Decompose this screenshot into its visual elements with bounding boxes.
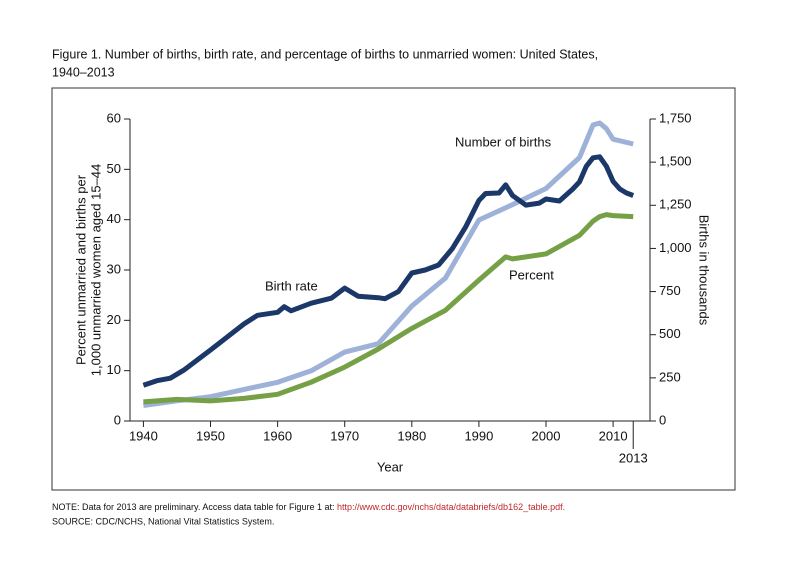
y2-tick-label: 1,750 [659,110,692,125]
note: NOTE: Data for 2013 are preliminary. Acc… [52,502,565,512]
series-line [142,154,635,388]
y2-tick-label: 1,000 [659,240,692,255]
series-line [143,212,634,405]
series-label: Birth rate [265,278,318,293]
chart-title: 1940–2013 [52,65,115,79]
x-tick-label: 2000 [532,428,561,443]
y2-tick-label: 1,500 [659,154,692,169]
series-label: Percent [509,267,554,282]
x-tick-label: 1940 [129,428,158,443]
y2-tick-label: 1,250 [659,197,692,212]
x-tick-label: 1950 [196,428,225,443]
y-tick-label: 0 [114,412,121,427]
x-axis-label: Year [377,459,404,474]
x-tick-label: 2010 [599,428,628,443]
frame [51,87,736,491]
x-tick-label: 1980 [397,428,426,443]
y-tick-label: 40 [107,211,121,226]
y-tick-label: 30 [107,261,121,276]
y2-tick-label: 0 [659,412,666,427]
y-tick-label: 10 [107,362,121,377]
y2-axis-label: Births in thousands [697,215,712,326]
y2-tick-label: 500 [659,326,681,341]
note-text: NOTE: Data for 2013 are preliminary. Acc… [52,502,337,512]
note-link[interactable]: http://www.cdc.gov/nchs/data/databriefs/… [337,502,565,512]
y-tick-label: 60 [107,110,121,125]
x-tick-label: 1990 [464,428,493,443]
y-tick-label: 20 [107,312,121,327]
x-tick-label: 1960 [263,428,292,443]
chart-title: Figure 1. Number of births, birth rate, … [52,47,598,61]
x-tick-label: 2013 [619,450,648,465]
y2-tick-label: 250 [659,369,681,384]
y-tick-label: 50 [107,161,121,176]
source: SOURCE: CDC/NCHS, National Vital Statist… [52,516,274,526]
y2-tick-label: 750 [659,283,681,298]
series-line [143,120,634,408]
y-axis-label: 1,000 unmarried women aged 15–44 [88,164,103,376]
y-axis-label: Percent unmarried and births per [73,174,88,365]
x-tick-label: 1970 [330,428,359,443]
series-label: Number of births [455,134,552,149]
